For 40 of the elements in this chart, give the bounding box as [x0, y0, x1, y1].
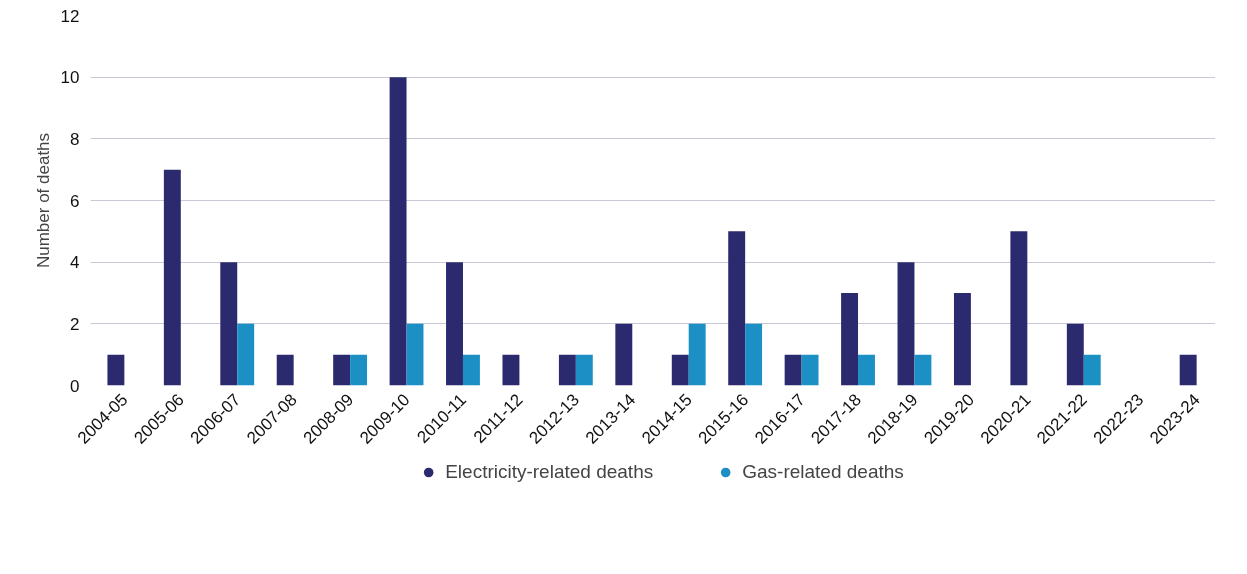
bar — [784, 354, 802, 386]
y-tick-label: 8 — [70, 129, 80, 149]
bar — [914, 354, 932, 386]
bar — [1083, 354, 1101, 386]
bar — [220, 262, 238, 386]
y-tick-label: 10 — [60, 68, 80, 88]
bar — [1066, 323, 1084, 386]
bar — [1179, 354, 1197, 386]
bar — [558, 354, 576, 386]
y-tick-label: 2 — [70, 314, 80, 334]
bar — [462, 354, 480, 386]
bar — [163, 169, 181, 386]
y-tick-label: 4 — [70, 253, 80, 273]
y-tick-label: 0 — [70, 376, 80, 396]
bar — [276, 354, 294, 386]
bar — [953, 293, 971, 386]
bar — [502, 354, 520, 386]
bar — [615, 323, 633, 386]
legend-label: Gas-related deaths — [742, 461, 904, 483]
bar — [897, 262, 915, 386]
bar — [671, 354, 689, 386]
bar — [801, 354, 819, 386]
bar — [389, 77, 407, 386]
bar — [333, 354, 351, 386]
bar — [728, 231, 746, 386]
bar — [858, 354, 875, 386]
bar — [237, 323, 255, 386]
bar — [745, 323, 763, 386]
bar — [841, 293, 859, 386]
bar — [446, 262, 463, 386]
bar — [1010, 231, 1028, 386]
bar — [406, 323, 424, 386]
bar — [107, 354, 125, 386]
y-axis-title: Number of deaths — [33, 132, 53, 269]
bar — [350, 354, 368, 386]
legend-label: Electricity-related deaths — [445, 461, 654, 483]
y-tick-label: 6 — [70, 191, 80, 211]
y-tick-label: 12 — [60, 6, 80, 26]
bar — [575, 354, 593, 386]
bar — [688, 323, 706, 386]
